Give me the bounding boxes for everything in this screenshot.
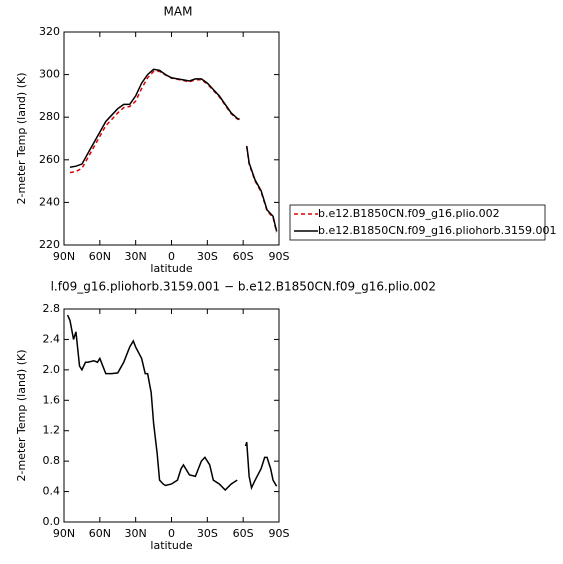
x-tick-label: 30S xyxy=(197,527,218,540)
x-tick-label: 60N xyxy=(89,250,111,263)
y-tick-label: 260 xyxy=(39,153,60,166)
x-axis-label: latitude xyxy=(150,262,192,275)
legend-frame xyxy=(289,204,546,241)
y-tick-label: 220 xyxy=(39,238,60,251)
y-tick-label: 320 xyxy=(39,25,60,38)
y-tick-label: 240 xyxy=(39,195,60,208)
y-tick-label: 2.8 xyxy=(43,302,61,315)
x-tick-label: 90N xyxy=(53,527,75,540)
legend-label: b.e12.B1850CN.f09_g16.plio.002 xyxy=(318,207,500,220)
x-tick-label: 0 xyxy=(168,250,175,263)
y-tick-label: 2.4 xyxy=(43,332,61,345)
y-tick-label: 0.4 xyxy=(43,485,61,498)
legend-label: b.e12.B1850CN.f09_g16.pliohorb.3159.001 xyxy=(318,224,557,237)
chart-title: MAM xyxy=(164,5,193,19)
x-tick-label: 30S xyxy=(197,250,218,263)
x-tick-label: 0 xyxy=(168,527,175,540)
y-tick-label: 300 xyxy=(39,68,60,81)
x-tick-label: 60S xyxy=(233,527,254,540)
data-line xyxy=(69,68,278,232)
y-tick-label: 1.6 xyxy=(43,393,61,406)
y-tick-label: 2.0 xyxy=(43,363,61,376)
y-axis-label: 2-meter Temp (land) (K) xyxy=(15,350,28,482)
y-tick-label: 280 xyxy=(39,110,60,123)
x-tick-label: 30N xyxy=(125,250,147,263)
x-tick-label: 60S xyxy=(233,250,254,263)
data-line xyxy=(66,314,278,492)
x-tick-label: 60N xyxy=(89,527,111,540)
x-tick-label: 90S xyxy=(269,527,290,540)
y-tick-label: 0.0 xyxy=(43,515,61,528)
x-tick-label: 90N xyxy=(53,250,75,263)
plot-frame xyxy=(63,308,280,523)
y-axis-label: 2-meter Temp (land) (K) xyxy=(15,73,28,205)
y-tick-label: 0.8 xyxy=(43,454,61,467)
x-tick-label: 90S xyxy=(269,250,290,263)
x-axis-label: latitude xyxy=(150,539,192,552)
y-tick-label: 1.2 xyxy=(43,424,61,437)
chart-title: l.f09_g16.pliohorb.3159.001 − b.e12.B185… xyxy=(51,280,436,294)
x-tick-label: 30N xyxy=(125,527,147,540)
data-line xyxy=(69,70,278,233)
